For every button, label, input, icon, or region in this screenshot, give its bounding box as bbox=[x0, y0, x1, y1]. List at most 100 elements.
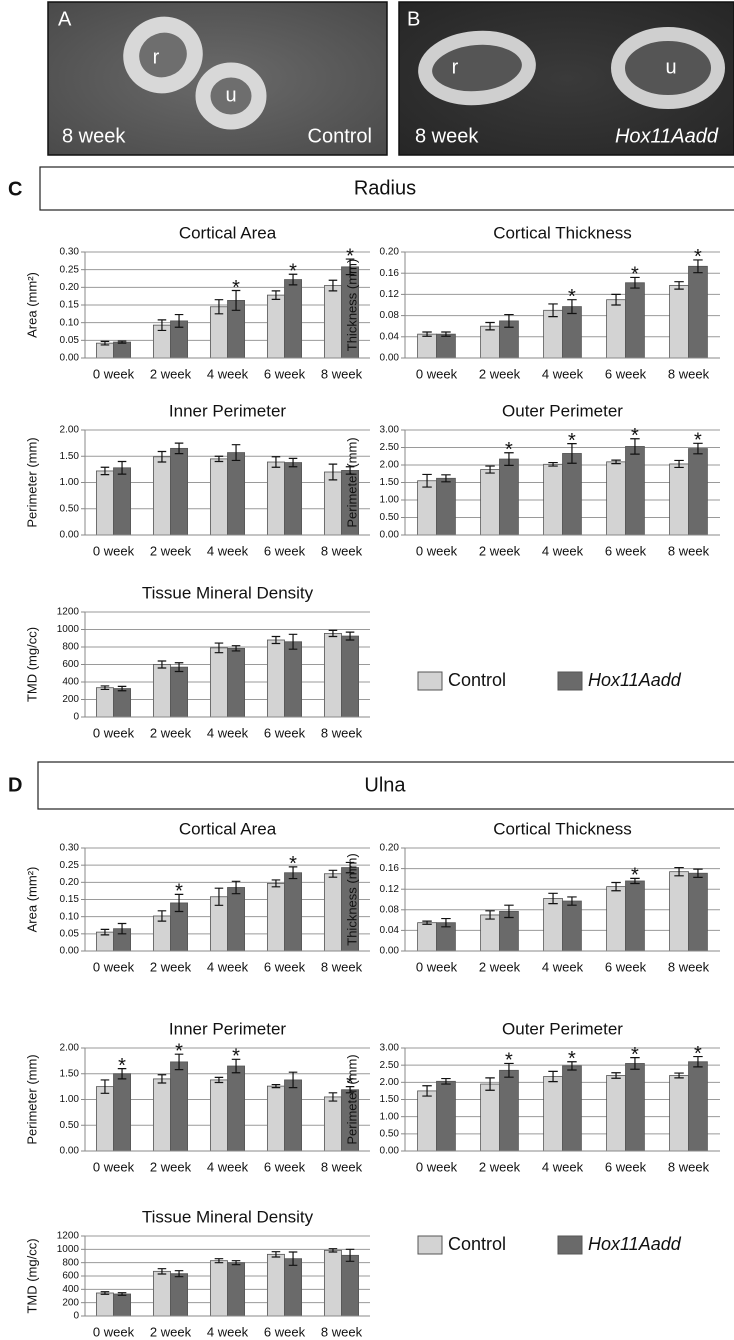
significance-marker: * bbox=[175, 1040, 183, 1062]
bar bbox=[210, 1261, 227, 1316]
y-tick-label: 0.05 bbox=[60, 335, 80, 346]
y-tick-label: 400 bbox=[62, 677, 79, 688]
y-tick-label: 600 bbox=[62, 1271, 79, 1282]
y-tick-label: 0.20 bbox=[380, 843, 400, 854]
bar bbox=[418, 334, 437, 358]
y-tick-label: 3.00 bbox=[380, 1043, 400, 1054]
x-tick-label: 0 week bbox=[93, 1324, 135, 1339]
x-tick-label: 4 week bbox=[207, 1324, 249, 1339]
bar bbox=[228, 453, 245, 535]
y-tick-label: 200 bbox=[62, 694, 79, 705]
chart-title: Tissue Mineral Density bbox=[142, 583, 314, 602]
y-tick-label: 0.00 bbox=[380, 946, 400, 957]
bar bbox=[285, 280, 302, 358]
bar bbox=[114, 1074, 131, 1151]
bar bbox=[544, 464, 563, 535]
x-tick-label: 0 week bbox=[93, 725, 135, 740]
bar bbox=[114, 342, 131, 358]
bar bbox=[114, 468, 131, 535]
y-axis-label: Perimeter (mm) bbox=[344, 437, 359, 527]
x-tick-label: 2 week bbox=[150, 1324, 192, 1339]
significance-marker: * bbox=[568, 286, 576, 308]
significance-marker: * bbox=[289, 853, 297, 875]
y-tick-label: 0.00 bbox=[380, 353, 400, 364]
bar bbox=[670, 1075, 689, 1151]
y-tick-label: 0.04 bbox=[380, 331, 400, 342]
chart-title: Outer Perimeter bbox=[502, 401, 623, 420]
x-tick-label: 0 week bbox=[93, 366, 135, 381]
y-tick-label: 0.20 bbox=[60, 877, 80, 888]
bar bbox=[689, 873, 708, 951]
x-tick-label: 6 week bbox=[264, 543, 306, 558]
bar bbox=[267, 1254, 284, 1316]
y-tick-label: 600 bbox=[62, 659, 79, 670]
bar bbox=[285, 1080, 302, 1151]
y-tick-label: 400 bbox=[62, 1284, 79, 1295]
section-title: Radius bbox=[354, 177, 416, 199]
y-tick-label: 0.30 bbox=[60, 247, 80, 258]
x-tick-label: 8 week bbox=[668, 366, 710, 381]
section-label: D bbox=[8, 774, 22, 796]
bar bbox=[210, 307, 227, 358]
x-tick-label: 0 week bbox=[416, 366, 458, 381]
y-tick-label: 2.00 bbox=[380, 1077, 400, 1088]
y-tick-label: 2.50 bbox=[380, 1060, 400, 1071]
bar-chart: Cortical AreaArea (mm²)0.000.050.100.150… bbox=[24, 819, 370, 974]
y-tick-label: 0.12 bbox=[380, 289, 400, 300]
x-tick-label: 8 week bbox=[321, 1324, 363, 1339]
bar bbox=[153, 665, 170, 718]
y-tick-label: 1.50 bbox=[60, 1068, 80, 1079]
bone-label: r bbox=[452, 56, 459, 78]
x-tick-label: 2 week bbox=[150, 725, 192, 740]
x-tick-label: 6 week bbox=[605, 543, 647, 558]
chart-title: Inner Perimeter bbox=[169, 401, 286, 420]
bar bbox=[689, 449, 708, 535]
x-tick-label: 2 week bbox=[479, 959, 521, 974]
y-tick-label: 2.00 bbox=[60, 1043, 80, 1054]
significance-marker: * bbox=[694, 246, 702, 268]
bar bbox=[153, 1079, 170, 1151]
x-tick-label: 8 week bbox=[668, 959, 710, 974]
y-axis-label: Area (mm²) bbox=[24, 272, 39, 338]
bar bbox=[153, 1271, 170, 1316]
x-tick-label: 8 week bbox=[668, 1159, 710, 1174]
panel-label: B bbox=[407, 8, 420, 30]
y-tick-label: 2.50 bbox=[380, 442, 400, 453]
x-tick-label: 4 week bbox=[207, 543, 249, 558]
bar bbox=[544, 898, 563, 951]
group-label: Hox11Aadd bbox=[615, 125, 719, 147]
bone-label: u bbox=[665, 56, 676, 78]
bar-chart: Cortical ThicknessThickness (mm)0.000.04… bbox=[344, 223, 720, 381]
bar bbox=[210, 1080, 227, 1151]
bar bbox=[670, 285, 689, 358]
bar bbox=[324, 1097, 341, 1151]
significance-marker: * bbox=[631, 425, 639, 447]
x-tick-label: 8 week bbox=[321, 959, 363, 974]
bar-chart: Tissue Mineral DensityTMD (mg/cc)0200400… bbox=[24, 1207, 370, 1339]
significance-marker: * bbox=[289, 261, 297, 283]
y-tick-label: 0.30 bbox=[60, 843, 80, 854]
y-axis-label: Perimeter (mm) bbox=[24, 437, 39, 527]
bar bbox=[324, 874, 341, 951]
y-tick-label: 3.00 bbox=[380, 425, 400, 436]
legend-swatch bbox=[418, 1236, 442, 1254]
x-tick-label: 6 week bbox=[264, 725, 306, 740]
x-tick-label: 4 week bbox=[207, 366, 249, 381]
significance-marker: * bbox=[505, 439, 513, 461]
significance-marker: * bbox=[694, 430, 702, 452]
bar bbox=[96, 471, 113, 535]
y-tick-label: 0.10 bbox=[60, 317, 80, 328]
bar bbox=[437, 334, 456, 358]
y-tick-label: 0.16 bbox=[380, 268, 400, 279]
bar bbox=[626, 446, 645, 535]
significance-marker: * bbox=[631, 865, 639, 887]
x-tick-label: 6 week bbox=[605, 959, 647, 974]
section-title: Ulna bbox=[364, 774, 406, 796]
bar bbox=[563, 307, 582, 358]
chart-title: Cortical Area bbox=[179, 223, 277, 242]
bar bbox=[689, 1062, 708, 1151]
bar bbox=[324, 633, 341, 717]
chart-title: Cortical Thickness bbox=[493, 223, 632, 242]
legend-label: Control bbox=[448, 1234, 506, 1254]
y-tick-label: 0.16 bbox=[380, 863, 400, 874]
